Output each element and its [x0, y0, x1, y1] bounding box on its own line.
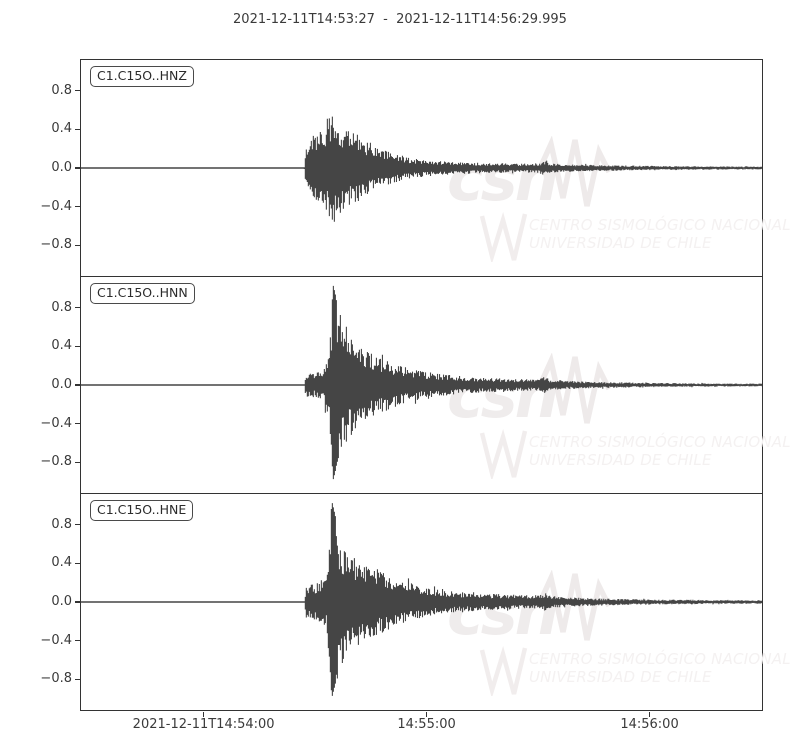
y-tick-label: −0.8	[40, 237, 72, 253]
x-tick-label: 14:55:00	[397, 717, 456, 732]
y-tick-label: 0.8	[51, 299, 72, 315]
y-tick-mark	[75, 244, 80, 246]
y-tick-mark	[75, 639, 80, 642]
y-tick-mark	[75, 205, 80, 208]
x-tick-label: 14:56:00	[620, 717, 679, 732]
y-tick-label: 0.4	[51, 121, 72, 137]
waveform-trace-C1.C15O..HNN	[81, 285, 762, 480]
y-tick-mark	[75, 601, 80, 603]
watermark-institution: CENTRO SISMOLÓGICO NACIONAL	[529, 650, 791, 668]
subplot-hne: csn CENTRO SISMOLÓGICO NACIONAL UNIVERSI…	[40, 494, 791, 732]
y-tick-label: 0.0	[51, 377, 72, 392]
y-tick-mark	[75, 384, 80, 386]
y-tick-label: 0.0	[51, 594, 72, 609]
subplot-hnz: csn CENTRO SISMOLÓGICO NACIONAL UNIVERSI…	[40, 59, 791, 277]
x-tick-mark	[425, 711, 428, 717]
seismic-wave-logo-small-icon	[479, 428, 528, 479]
y-tick-label: 0.8	[51, 82, 72, 98]
y-tick-mark	[75, 128, 80, 131]
y-tick-label: −0.8	[40, 454, 72, 470]
seismic-wave-logo-icon	[539, 136, 611, 207]
y-tick-mark	[75, 90, 80, 92]
channel-label-hnz: C1.C15O..HNZ	[90, 66, 194, 88]
y-tick-label: −0.4	[40, 632, 72, 648]
x-tick-label: 2021-12-11T14:54:00	[132, 717, 275, 732]
seismic-wave-logo-small-icon	[479, 211, 528, 262]
watermark-university: UNIVERSIDAD DE CHILE	[529, 668, 712, 686]
csn-logo-text: csn	[447, 576, 559, 649]
y-tick-label: −0.4	[40, 415, 72, 431]
y-tick-mark	[75, 524, 80, 526]
seismic-wave-logo-small-icon	[479, 645, 528, 696]
y-tick-label: 0.0	[51, 160, 72, 175]
csn-watermark: csn CENTRO SISMOLÓGICO NACIONAL UNIVERSI…	[81, 277, 791, 493]
x-tick-mark	[648, 711, 651, 717]
channel-label-hnn: C1.C15O..HNN	[90, 283, 195, 305]
y-tick-label: 0.8	[51, 516, 72, 532]
waveform-trace-C1.C15O..HNZ	[81, 116, 762, 222]
y-tick-mark	[75, 461, 80, 463]
watermark-university: UNIVERSIDAD DE CHILE	[529, 234, 712, 252]
subplot-hnn: csn CENTRO SISMOLÓGICO NACIONAL UNIVERSI…	[40, 277, 791, 494]
watermark-institution: CENTRO SISMOLÓGICO NACIONAL	[529, 433, 791, 451]
csn-watermark: csn CENTRO SISMOLÓGICO NACIONAL UNIVERSI…	[81, 60, 791, 276]
y-tick-mark	[75, 345, 80, 348]
seismic-wave-logo-icon	[539, 353, 611, 424]
y-tick-mark	[75, 678, 80, 680]
y-tick-label: 0.4	[51, 555, 72, 571]
seismic-wave-logo-icon	[539, 570, 611, 641]
y-tick-label: −0.4	[40, 198, 72, 214]
y-tick-mark	[75, 562, 80, 565]
csn-logo-text: csn	[447, 359, 559, 432]
y-tick-mark	[75, 422, 80, 425]
csn-watermark: csn CENTRO SISMOLÓGICO NACIONAL UNIVERSI…	[81, 494, 791, 710]
waveform-trace-C1.C15O..HNE	[81, 503, 762, 696]
x-tick-mark	[203, 711, 205, 717]
figure-title: 2021-12-11T14:53:27 - 2021-12-11T14:56:2…	[233, 12, 567, 27]
csn-logo-text: csn	[447, 142, 559, 215]
y-tick-label: 0.4	[51, 338, 72, 354]
y-tick-mark	[75, 167, 80, 169]
y-tick-mark	[75, 307, 80, 309]
watermark-institution: CENTRO SISMOLÓGICO NACIONAL	[529, 216, 791, 234]
channel-label-hne: C1.C15O..HNE	[90, 500, 194, 522]
watermark-university: UNIVERSIDAD DE CHILE	[529, 451, 712, 469]
y-tick-label: −0.8	[40, 671, 72, 687]
